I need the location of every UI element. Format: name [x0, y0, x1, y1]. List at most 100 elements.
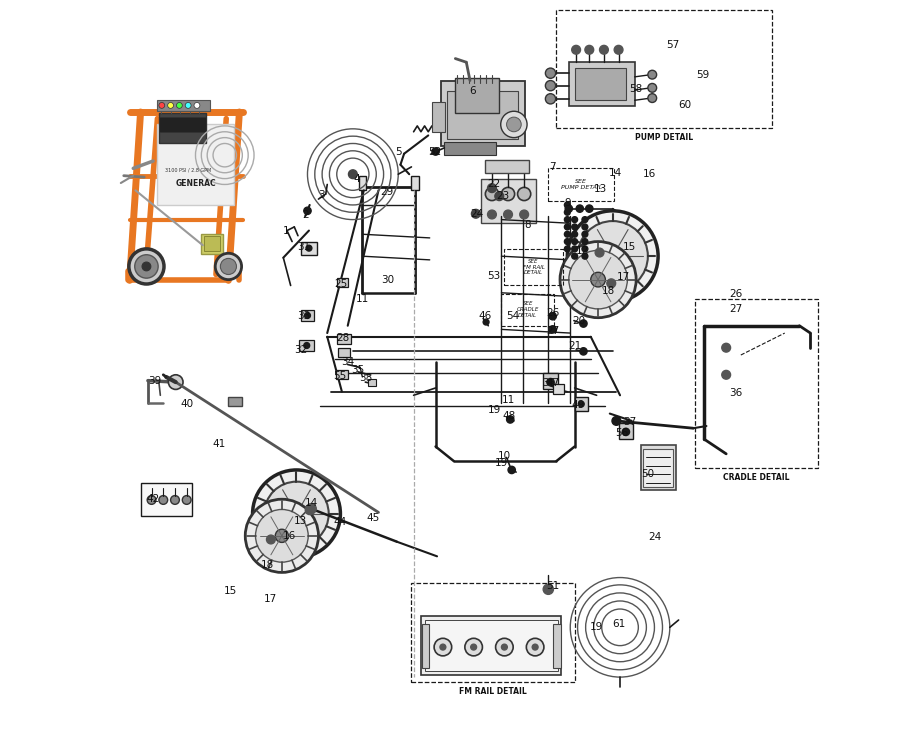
Text: 39: 39 [149, 376, 162, 386]
Text: 8: 8 [524, 220, 531, 230]
Bar [644, 449, 673, 487]
Circle shape [264, 482, 329, 546]
Circle shape [543, 584, 554, 594]
Circle shape [142, 262, 151, 271]
Circle shape [582, 224, 588, 230]
Bar [569, 62, 634, 106]
Circle shape [572, 239, 577, 244]
Text: 24: 24 [470, 209, 483, 219]
Bar [548, 168, 614, 201]
Text: 16: 16 [643, 169, 656, 179]
Circle shape [545, 94, 555, 104]
Text: 36: 36 [542, 378, 554, 388]
Text: 40: 40 [180, 399, 194, 409]
Circle shape [560, 242, 636, 318]
Circle shape [567, 211, 658, 302]
Circle shape [520, 210, 529, 219]
Text: 48: 48 [502, 411, 515, 421]
Text: 19: 19 [590, 622, 603, 632]
Circle shape [440, 644, 446, 650]
Text: 25: 25 [334, 279, 347, 289]
Circle shape [565, 246, 570, 252]
Circle shape [582, 246, 588, 252]
Text: 17: 17 [616, 272, 630, 282]
Text: 6: 6 [469, 86, 476, 97]
Circle shape [565, 202, 570, 208]
Circle shape [722, 370, 731, 379]
Text: 10: 10 [498, 451, 511, 461]
Circle shape [306, 504, 317, 514]
Text: 19: 19 [495, 458, 508, 468]
Circle shape [569, 250, 627, 309]
Circle shape [565, 205, 573, 212]
Circle shape [304, 343, 309, 348]
Text: SEE
CRADLE
DETAIL: SEE CRADLE DETAIL [517, 302, 539, 318]
Bar [441, 81, 525, 146]
Bar [204, 236, 219, 251]
Text: FM RAIL DETAIL: FM RAIL DETAIL [459, 687, 527, 696]
Circle shape [465, 638, 483, 656]
Text: 57: 57 [666, 40, 679, 51]
Circle shape [215, 253, 241, 280]
Circle shape [577, 205, 584, 212]
Circle shape [622, 428, 630, 436]
Bar [444, 142, 496, 155]
Text: 35: 35 [352, 365, 364, 375]
Text: 15: 15 [224, 586, 237, 597]
Circle shape [176, 102, 183, 108]
Bar [501, 294, 554, 326]
Text: 18: 18 [261, 560, 274, 570]
Bar [575, 68, 626, 100]
Text: 34: 34 [341, 356, 354, 367]
Text: 18: 18 [601, 286, 615, 296]
Text: 13: 13 [594, 184, 607, 194]
Text: 42: 42 [146, 494, 160, 504]
Text: 38: 38 [360, 373, 373, 384]
Circle shape [545, 81, 555, 91]
Circle shape [585, 45, 594, 54]
Circle shape [495, 192, 504, 201]
Text: 21: 21 [568, 341, 581, 351]
Bar [553, 384, 564, 394]
Text: 23: 23 [497, 191, 509, 201]
Bar [159, 117, 207, 132]
Circle shape [500, 111, 527, 138]
Circle shape [607, 279, 616, 288]
Bar [421, 616, 562, 675]
Circle shape [306, 245, 312, 251]
Text: 30: 30 [382, 275, 395, 285]
Text: 1: 1 [283, 225, 289, 236]
Text: 55: 55 [333, 370, 346, 381]
Text: CRADLE DETAIL: CRADLE DETAIL [723, 474, 789, 482]
Bar [411, 176, 419, 190]
Circle shape [578, 401, 584, 407]
Text: 11: 11 [502, 395, 515, 406]
Bar [543, 373, 558, 389]
Circle shape [487, 184, 497, 193]
Bar [338, 348, 350, 357]
Circle shape [565, 209, 570, 215]
Circle shape [591, 272, 605, 287]
Bar [157, 124, 234, 205]
Text: 26: 26 [729, 289, 743, 299]
Bar [157, 100, 210, 111]
Text: 7: 7 [549, 162, 556, 172]
Bar [337, 278, 349, 287]
Circle shape [572, 253, 577, 259]
Text: 2: 2 [302, 210, 308, 220]
Text: 13: 13 [294, 516, 307, 526]
Circle shape [183, 496, 191, 504]
Circle shape [582, 231, 588, 237]
Circle shape [604, 247, 621, 265]
Circle shape [648, 70, 656, 79]
Circle shape [305, 313, 310, 318]
Text: SEE
FM RAIL
DETAIL: SEE FM RAIL DETAIL [522, 259, 544, 275]
Circle shape [722, 343, 731, 352]
Circle shape [431, 148, 439, 155]
Bar [455, 78, 499, 113]
Circle shape [472, 209, 480, 218]
Circle shape [572, 217, 577, 223]
Bar [421, 624, 429, 668]
Circle shape [496, 638, 513, 656]
Text: 41: 41 [212, 439, 226, 449]
